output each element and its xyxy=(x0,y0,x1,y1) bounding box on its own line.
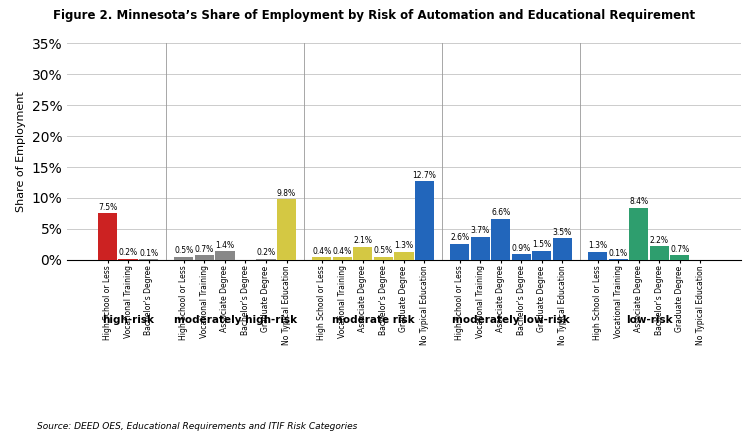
Bar xyxy=(533,251,551,260)
Text: 0.7%: 0.7% xyxy=(670,245,690,254)
Text: 0.1%: 0.1% xyxy=(609,249,628,258)
Text: 2.2%: 2.2% xyxy=(650,236,669,245)
Y-axis label: Share of Employment: Share of Employment xyxy=(16,91,26,212)
Bar xyxy=(257,259,275,260)
Text: 1.3%: 1.3% xyxy=(588,241,607,250)
Text: 0.9%: 0.9% xyxy=(512,244,531,253)
Bar xyxy=(553,238,572,260)
Bar xyxy=(139,259,159,260)
Text: moderately high-risk: moderately high-risk xyxy=(174,316,297,326)
Bar xyxy=(629,208,649,260)
Text: 0.5%: 0.5% xyxy=(174,246,194,255)
Text: 0.7%: 0.7% xyxy=(194,245,214,254)
Bar xyxy=(312,257,331,260)
Text: 3.5%: 3.5% xyxy=(553,228,572,236)
Bar xyxy=(118,259,138,260)
Bar xyxy=(277,199,296,260)
Bar xyxy=(374,257,393,260)
Bar xyxy=(450,244,469,260)
Text: 7.5%: 7.5% xyxy=(98,203,117,212)
Text: 2.6%: 2.6% xyxy=(450,233,469,242)
Text: 0.4%: 0.4% xyxy=(333,247,352,256)
Text: Figure 2. Minnesota’s Share of Employment by Risk of Automation and Educational : Figure 2. Minnesota’s Share of Employmen… xyxy=(53,9,695,22)
Text: 2.1%: 2.1% xyxy=(353,236,373,245)
Bar xyxy=(588,252,607,260)
Text: 1.4%: 1.4% xyxy=(215,241,234,249)
Bar xyxy=(353,247,373,260)
Text: 0.4%: 0.4% xyxy=(312,247,331,256)
Text: 0.2%: 0.2% xyxy=(257,248,275,257)
Text: moderately low-risk: moderately low-risk xyxy=(452,316,570,326)
Text: Source: DEED OES, Educational Requirements and ITIF Risk Categories: Source: DEED OES, Educational Requiremen… xyxy=(37,422,358,431)
Text: 0.5%: 0.5% xyxy=(374,246,393,255)
Text: 1.5%: 1.5% xyxy=(533,240,551,249)
Text: 3.7%: 3.7% xyxy=(470,226,490,236)
Bar xyxy=(512,254,531,260)
Text: low-risk: low-risk xyxy=(625,316,672,326)
Text: 1.3%: 1.3% xyxy=(394,241,414,250)
Bar xyxy=(394,252,414,260)
Bar xyxy=(670,255,690,260)
Text: high-risk: high-risk xyxy=(102,316,154,326)
Bar xyxy=(649,246,669,260)
Bar xyxy=(415,181,434,260)
Bar xyxy=(98,213,117,260)
Bar xyxy=(194,255,214,260)
Text: 0.1%: 0.1% xyxy=(139,249,158,258)
Bar xyxy=(174,257,194,260)
Bar xyxy=(215,251,235,260)
Text: 12.7%: 12.7% xyxy=(413,171,436,180)
Text: moderate risk: moderate risk xyxy=(332,316,414,326)
Text: 0.2%: 0.2% xyxy=(118,248,138,257)
Bar xyxy=(470,237,490,260)
Bar xyxy=(491,219,510,260)
Text: 9.8%: 9.8% xyxy=(277,189,296,197)
Bar xyxy=(609,259,628,260)
Text: 6.6%: 6.6% xyxy=(491,208,510,217)
Text: 8.4%: 8.4% xyxy=(629,197,649,206)
Bar xyxy=(333,257,352,260)
